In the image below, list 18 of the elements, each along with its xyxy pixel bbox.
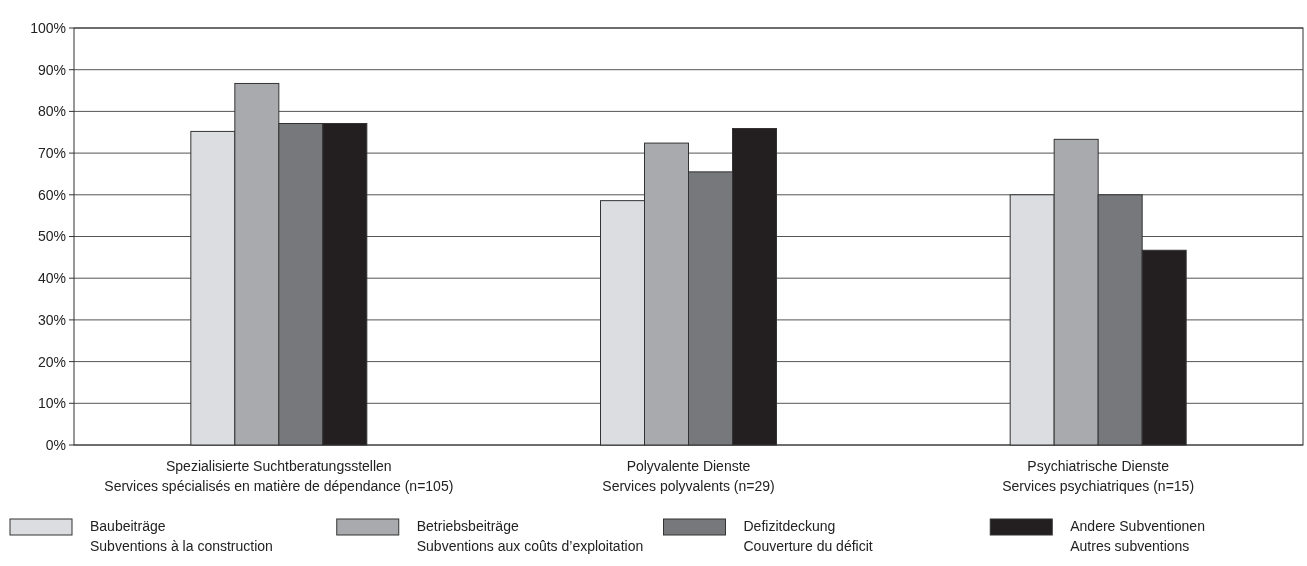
legend-label: Betriebsbeiträge Subventions aux coûts d’exploitation <box>416 518 644 554</box>
y-tick-label: 20% <box>37 353 66 370</box>
legend-label: Andere Subventionen Autres subventions <box>1070 518 1205 554</box>
y-tick-label: 0% <box>45 436 66 453</box>
y-tick-label: 60% <box>37 186 66 203</box>
y-tick-label: 100% <box>30 19 66 36</box>
y-tick-label: 50% <box>37 228 66 245</box>
x-tick-label: Polyvalente Dienste Services polyvalents (n=29) <box>602 458 775 494</box>
y-tick-label: 80% <box>37 103 66 120</box>
x-tick-label: Psychiatrische Dienste Services psychiatriques (n=15) <box>1002 458 1195 494</box>
y-tick-label: 40% <box>37 270 66 287</box>
legend-label: Baubeiträge Subventions à la construction <box>90 518 273 554</box>
y-tick-label: 70% <box>37 145 66 161</box>
y-tick-label: 90% <box>37 61 66 78</box>
x-tick-label: Spezialisierte Suchtberatungsstellen Services spécialisés en matière de dépendance (n=105) <box>104 458 454 494</box>
y-tick-label: 10% <box>37 395 66 412</box>
legend-label: Defizitdeckung Couverture du déficit <box>743 518 873 554</box>
y-tick-label: 30% <box>37 311 66 328</box>
